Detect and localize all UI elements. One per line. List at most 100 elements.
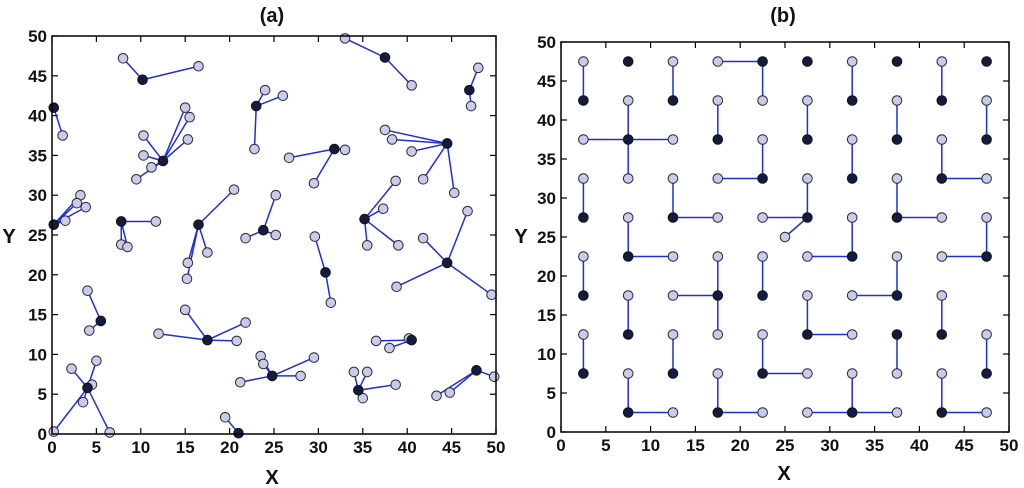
x-tick-label: 40 — [398, 438, 417, 457]
member-node-point — [228, 184, 240, 195]
y-tick-label: 20 — [28, 266, 47, 285]
x-tick-label: 15 — [176, 438, 195, 457]
y-tick-label: 20 — [537, 267, 556, 286]
member-node-point — [309, 231, 321, 242]
y-tick-label: 50 — [28, 27, 47, 46]
member-node-point — [667, 290, 679, 301]
member-node-point — [936, 212, 948, 223]
member-node-point — [486, 289, 497, 301]
member-node-point — [325, 297, 337, 308]
member-node-point — [390, 175, 401, 187]
y-tick-label: 40 — [537, 111, 556, 130]
member-node-point — [202, 247, 213, 258]
cluster-head-point — [137, 74, 148, 86]
member-node-point — [712, 95, 724, 106]
cluster-head-point — [757, 173, 768, 184]
cluster-head-point — [936, 407, 948, 418]
member-node-point — [981, 329, 992, 340]
member-node-point — [308, 352, 320, 363]
panel-b: (b) X Y 0 5 10 15 20 25 30 35 40 45 50 0 5 10 15 20 25 30… — [514, 5, 1018, 485]
panel-a-nodes — [48, 33, 500, 439]
member-node-point — [667, 56, 679, 67]
cluster-link — [86, 387, 111, 433]
member-node-point — [578, 134, 589, 145]
member-node-point — [448, 187, 460, 199]
cluster-head-point — [802, 329, 813, 340]
cluster-link — [53, 206, 87, 226]
cluster-link — [53, 387, 89, 433]
x-tick-label: 30 — [309, 438, 328, 457]
x-tick-label: 40 — [910, 436, 929, 455]
member-node-point — [182, 134, 194, 145]
member-node-point — [622, 173, 634, 184]
x-tick-label: 5 — [92, 438, 101, 457]
member-node-point — [622, 95, 634, 106]
y-tick-label: 35 — [28, 146, 47, 165]
cluster-head-point — [891, 212, 903, 223]
member-node-point — [179, 304, 191, 316]
cluster-link — [142, 65, 199, 81]
member-node-point — [712, 56, 724, 67]
member-node-point — [757, 407, 768, 418]
y-tick-label: 45 — [28, 67, 47, 86]
cluster-head-point — [379, 52, 391, 63]
cluster-head-point — [250, 100, 262, 112]
member-node-point — [370, 335, 382, 347]
member-node-point — [981, 173, 992, 184]
member-node-point — [779, 231, 791, 243]
cluster-link — [197, 189, 235, 226]
member-node-point — [981, 212, 992, 223]
cluster-head-point — [757, 368, 768, 379]
member-node-point — [802, 95, 813, 106]
y-tick-label: 25 — [28, 226, 47, 245]
cluster-link — [162, 107, 186, 162]
cluster-head-point — [233, 427, 244, 439]
cluster-head-point — [981, 368, 992, 379]
cluster-link — [313, 148, 336, 184]
member-node-point — [462, 205, 473, 217]
member-node-point — [802, 290, 813, 301]
member-node-point — [712, 251, 724, 262]
member-node-point — [578, 329, 589, 340]
y-tick-label: 15 — [537, 306, 556, 325]
cluster-head-point — [441, 257, 453, 269]
member-node-point — [390, 379, 401, 390]
panel-a-plot-frame — [51, 35, 497, 435]
member-node-point — [150, 216, 162, 227]
cluster-link — [396, 262, 448, 288]
y-tick-label: 15 — [28, 306, 47, 325]
cluster-link — [358, 383, 396, 391]
member-node-point — [406, 80, 417, 91]
member-node-point — [406, 146, 417, 157]
member-node-point — [277, 90, 289, 101]
member-node-point — [622, 212, 634, 223]
member-node-point — [391, 281, 402, 293]
member-node-point — [348, 366, 360, 378]
member-node-point — [179, 102, 191, 113]
member-node-point — [240, 317, 251, 328]
member-node-point — [80, 201, 92, 213]
member-node-point — [431, 390, 442, 402]
cluster-head-point — [622, 251, 634, 262]
x-tick-label: 15 — [686, 436, 705, 455]
member-node-point — [66, 363, 77, 375]
member-node-point — [146, 162, 157, 173]
cluster-head-point — [846, 95, 858, 106]
member-node-point — [308, 177, 320, 189]
cluster-link — [253, 106, 257, 150]
member-node-point — [802, 368, 813, 379]
member-node-point — [488, 371, 500, 382]
member-node-point — [802, 407, 813, 418]
x-tick-label: 25 — [776, 436, 795, 455]
cluster-head-point — [667, 368, 679, 379]
member-node-point — [667, 407, 679, 418]
member-node-point — [71, 197, 83, 209]
cluster-head-point — [320, 267, 331, 278]
y-tick-label: 0 — [547, 423, 556, 442]
cluster-link — [392, 138, 448, 145]
x-tick-label: 25 — [265, 438, 284, 457]
member-node-point — [757, 251, 768, 262]
member-node-point — [846, 134, 858, 145]
cluster-head-point — [981, 134, 992, 145]
cluster-link — [162, 116, 191, 162]
